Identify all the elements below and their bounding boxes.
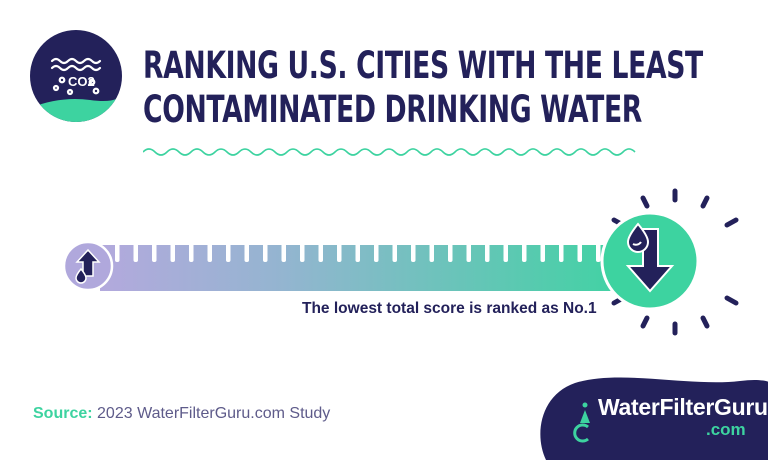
page-title: RANKING U.S. CITIES WITH THE LEAST CONTA… xyxy=(143,44,703,132)
co2-water-badge: CO2 xyxy=(30,30,122,122)
source-citation: Source: 2023 WaterFilterGuru.com Study xyxy=(33,405,330,423)
title-line-1: RANKING U.S. CITIES WITH THE LEAST xyxy=(143,44,703,87)
arrow-up-drop-icon xyxy=(62,240,114,292)
score-scale-bar xyxy=(100,245,630,291)
brand-tld: .com xyxy=(706,420,746,439)
wave-divider xyxy=(143,148,636,156)
arrow-down-drop-icon xyxy=(600,188,739,336)
brand-background xyxy=(540,377,768,460)
water-co2-icon: CO2 xyxy=(30,30,122,122)
ranking-note: The lowest total score is ranked as No.1 xyxy=(302,300,597,317)
source-text: 2023 WaterFilterGuru.com Study xyxy=(97,405,331,422)
title-line-2: CONTAMINATED DRINKING WATER xyxy=(143,88,642,131)
water-drop-logo-icon xyxy=(573,402,590,443)
svg-text:CO2: CO2 xyxy=(68,74,95,89)
source-label: Source: xyxy=(33,405,93,422)
brand-name: WaterFilterGuru xyxy=(598,394,768,420)
